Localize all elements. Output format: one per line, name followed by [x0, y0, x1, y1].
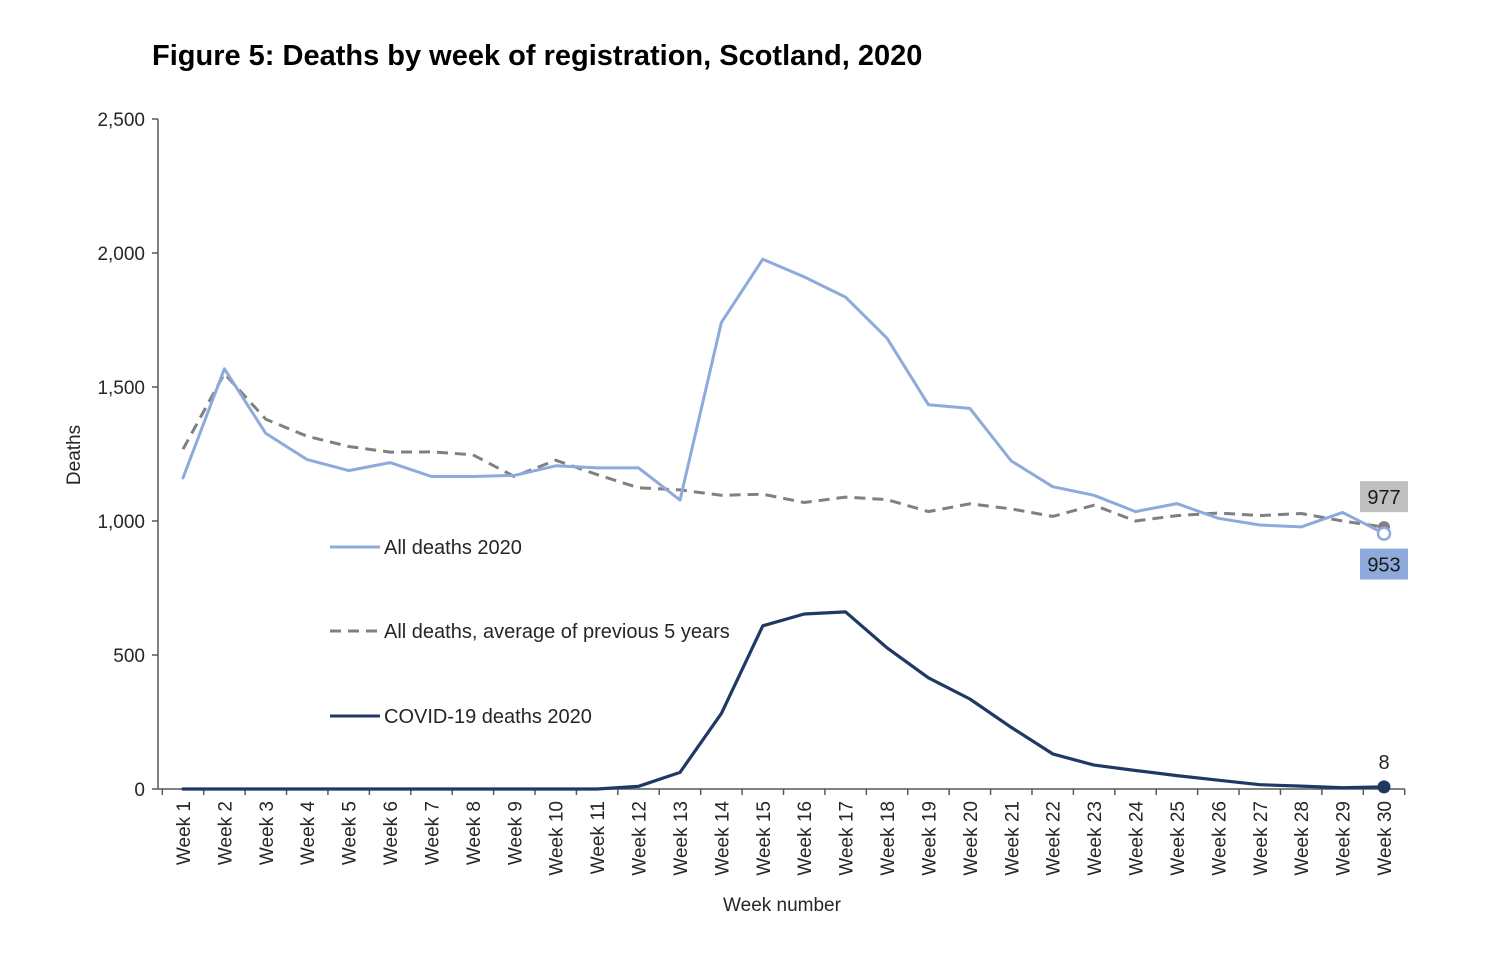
series-line — [181, 610, 1386, 791]
x-tick-label: Week 17 — [837, 801, 858, 876]
x-tick-label: Week 1 — [174, 801, 195, 865]
x-tick-label: Week 28 — [1292, 801, 1313, 876]
y-tick-label: 1,500 — [97, 378, 145, 399]
x-axis-ticks: Week 1 Week 2 Week 3 Week 4 Week 5 Week 6 Week… — [161, 789, 1406, 876]
y-tick-label: 2,000 — [97, 244, 145, 265]
end-label-average: 977 — [1367, 487, 1400, 509]
end-point-marker — [1377, 780, 1391, 794]
x-tick-label: Week 30 — [1375, 801, 1396, 876]
end-labels: 953 977 8 — [1360, 481, 1408, 794]
x-tick-label: Week 7 — [422, 801, 443, 865]
x-tick-label: Week 18 — [878, 801, 899, 876]
chart-title: Figure 5: Deaths by week of registration… — [152, 40, 923, 72]
x-tick-label: Week 23 — [1085, 801, 1106, 876]
end-label-box — [1360, 481, 1408, 513]
legend: All deaths 2020 All deaths, average of pr… — [330, 537, 730, 728]
end-label-box — [1360, 548, 1408, 580]
legend-label: COVID-19 deaths 2020 — [384, 706, 592, 728]
x-tick-label: Week 20 — [961, 801, 982, 876]
x-tick-label: Week 27 — [1251, 801, 1272, 876]
x-tick-label: Week 11 — [588, 801, 609, 874]
x-tick-label: Week 16 — [795, 801, 816, 876]
end-label-covid: 8 — [1378, 752, 1389, 774]
y-tick-label: 1,000 — [97, 512, 145, 533]
x-tick-label: Week 9 — [505, 801, 526, 865]
x-tick-label: Week 5 — [340, 801, 361, 865]
x-tick-label: Week 24 — [1127, 801, 1148, 876]
x-tick-label: Week 10 — [547, 801, 568, 876]
x-tick-label: Week 13 — [671, 801, 692, 876]
y-tick-label: 2,500 — [97, 110, 145, 131]
x-tick-label: Week 25 — [1168, 801, 1189, 876]
x-tick-label: Week 2 — [215, 801, 236, 865]
x-tick-label: Week 15 — [754, 801, 775, 876]
x-tick-label: Week 29 — [1334, 801, 1355, 876]
series-line — [181, 257, 1386, 536]
y-tick-label: 500 — [113, 646, 145, 667]
y-tick-label: 0 — [134, 780, 145, 801]
end-label-all-deaths: 953 — [1367, 555, 1400, 577]
y-axis-ticks: 0 500 1,000 1,500 2,000 2,500 — [97, 110, 158, 801]
x-axis-title: Week number — [723, 895, 842, 916]
y-axis-title: Deaths — [64, 425, 85, 485]
x-tick-label: Week 12 — [630, 801, 651, 876]
series-line — [181, 372, 1385, 529]
x-tick-label: Week 26 — [1209, 801, 1230, 876]
x-tick-label: Week 6 — [381, 801, 402, 865]
end-point-marker — [1376, 526, 1392, 541]
legend-label: All deaths, average of previous 5 years — [384, 621, 730, 643]
series-lines — [181, 257, 1386, 791]
x-tick-label: Week 21 — [1002, 801, 1023, 876]
x-tick-label: Week 8 — [464, 801, 485, 865]
legend-label: All deaths 2020 — [384, 537, 522, 559]
x-tick-label: Week 3 — [257, 801, 278, 865]
x-tick-label: Week 22 — [1044, 801, 1065, 876]
x-tick-label: Week 4 — [298, 801, 319, 866]
x-tick-label: Week 14 — [712, 801, 733, 876]
x-tick-label: Week 19 — [919, 801, 940, 876]
